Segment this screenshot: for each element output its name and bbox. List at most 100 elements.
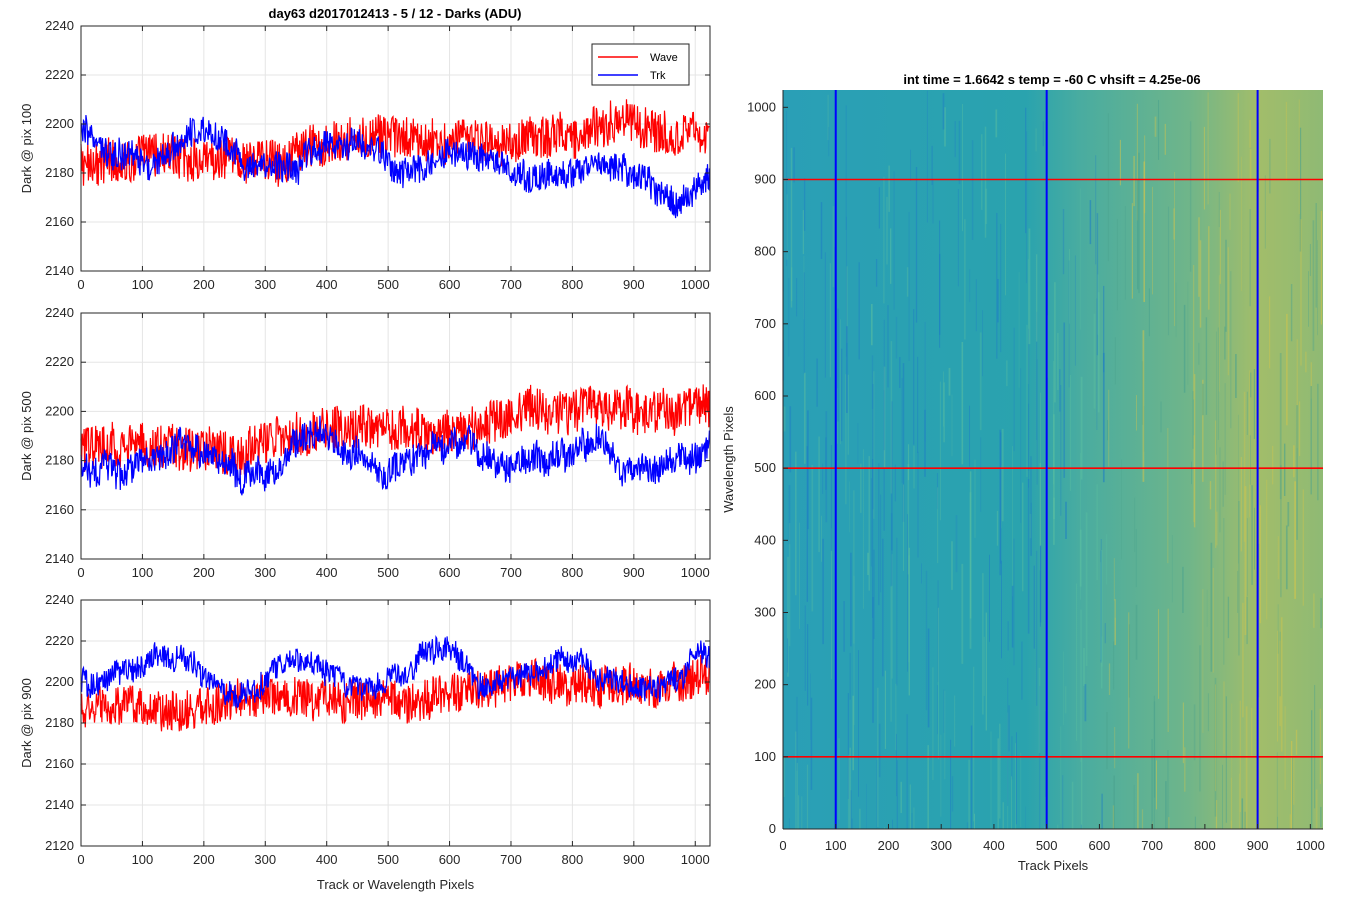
y-axis-label: Dark @ pix 500 (19, 391, 34, 481)
x-tick-label: 400 (983, 838, 1005, 853)
x-tick-label: 600 (439, 565, 461, 580)
x-tick-label: 100 (132, 852, 154, 867)
heatmap-plot: 0 100 200 300 400 500 600 700 800 900 1000 0 100 200 3… (721, 90, 1325, 873)
x-tick-label: 300 (930, 838, 952, 853)
figure-title: day63 d2017012413 - 5 / 12 - Darks (ADU) (269, 6, 522, 21)
series-line-trk (80, 115, 710, 219)
x-tick-label: 500 (377, 852, 399, 867)
x-tick-label: 1000 (681, 852, 710, 867)
y-tick-label: 2120 (45, 838, 74, 853)
y-tick-label: 2140 (45, 797, 74, 812)
x-tick-label: 900 (623, 277, 645, 292)
line-plot-3: 0 100 200 300 400 500 600 700 800 900 1000 2120 2140… (19, 592, 711, 892)
x-tick-label: 500 (377, 277, 399, 292)
x-tick-label: 1000 (681, 565, 710, 580)
x-tick-label: 700 (1141, 838, 1163, 853)
y-tick-label: 500 (754, 460, 776, 475)
x-tick-label: 300 (254, 565, 276, 580)
y-tick-label: 600 (754, 388, 776, 403)
y-tick-label: 2200 (45, 674, 74, 689)
x-tick-label: 400 (316, 852, 338, 867)
x-tick-label: 500 (1036, 838, 1058, 853)
x-tick-label: 0 (77, 852, 84, 867)
y-tick-label: 2160 (45, 502, 74, 517)
y-tick-label: 2240 (45, 18, 74, 33)
x-tick-label: 400 (316, 565, 338, 580)
x-tick-label: 900 (623, 565, 645, 580)
x-tick-label: 100 (132, 565, 154, 580)
y-tick-label: 2200 (45, 403, 74, 418)
axes-frame (80, 312, 711, 560)
heatmap-title: int time = 1.6642 s temp = -60 C vhsift … (903, 72, 1200, 87)
y-tick-label: 2240 (45, 305, 74, 320)
x-tick-label: 1000 (681, 277, 710, 292)
x-tick-label: 300 (254, 277, 276, 292)
x-tick-label: 700 (500, 277, 522, 292)
y-tick-label: 2140 (45, 551, 74, 566)
y-tick-label: 2220 (45, 354, 74, 369)
x-tick-label: 600 (439, 277, 461, 292)
y-tick-label: 2200 (45, 116, 74, 131)
x-tick-label: 0 (779, 838, 786, 853)
heatmap-image (783, 90, 1323, 829)
plots-layer: 0 100 200 300 400 500 600 700 800 900 100021402160… (19, 18, 1325, 892)
legend: Wave Trk (591, 43, 690, 86)
y-tick-label: 2220 (45, 67, 74, 82)
y-tick-label: 400 (754, 532, 776, 547)
x-tick-label: 800 (562, 277, 584, 292)
series-line-wave (80, 99, 710, 187)
line-plot-2: 0 100 200 300 400 500 600 700 800 900 1000 2140 2160… (19, 305, 711, 580)
x-tick-label: 200 (878, 838, 900, 853)
y-tick-label: 700 (754, 316, 776, 331)
y-tick-label: 900 (754, 171, 776, 186)
x-tick-label: 900 (1247, 838, 1269, 853)
axes-frame (80, 25, 711, 272)
x-tick-label: 600 (1089, 838, 1111, 853)
legend-box (591, 43, 690, 86)
heatmap-texture (782, 90, 1322, 829)
y-tick-label: 0 (769, 821, 776, 836)
x-tick-label: 0 (77, 277, 84, 292)
y-tick-label: 2160 (45, 214, 74, 229)
x-tick-label: 700 (500, 565, 522, 580)
x-tick-label: 800 (1194, 838, 1216, 853)
legend-label-trk: Trk (650, 70, 666, 82)
x-tick-label: 0 (77, 565, 84, 580)
x-tick-label: 200 (193, 565, 215, 580)
y-tick-label: 2180 (45, 165, 74, 180)
y-axis-label: Dark @ pix 100 (19, 104, 34, 194)
y-axis-label: Wavelength Pixels (721, 406, 736, 513)
x-tick-label: 100 (132, 277, 154, 292)
y-tick-label: 200 (754, 677, 776, 692)
series-line-trk (80, 634, 710, 709)
x-tick-label: 800 (562, 852, 584, 867)
y-tick-label: 800 (754, 244, 776, 259)
x-tick-label: 200 (193, 852, 215, 867)
x-tick-label: 600 (439, 852, 461, 867)
y-tick-label: 2180 (45, 715, 74, 730)
y-tick-label: 2240 (45, 592, 74, 607)
x-tick-label: 700 (500, 852, 522, 867)
y-tick-label: 1000 (747, 99, 776, 114)
y-tick-label: 2140 (45, 263, 74, 278)
y-tick-label: 2180 (45, 453, 74, 468)
y-tick-label: 2160 (45, 756, 74, 771)
series-line-trk (80, 415, 710, 496)
x-tick-label: 1000 (1296, 838, 1325, 853)
x-axis-label: Track Pixels (1018, 858, 1089, 873)
x-tick-label: 400 (316, 277, 338, 292)
y-axis-label: Dark @ pix 900 (19, 678, 34, 768)
x-tick-label: 200 (193, 277, 215, 292)
x-tick-label: 900 (623, 852, 645, 867)
x-tick-label: 800 (562, 565, 584, 580)
x-tick-label: 500 (377, 565, 399, 580)
y-tick-label: 2220 (45, 633, 74, 648)
x-tick-label: 100 (825, 838, 847, 853)
legend-label-wave: Wave (650, 52, 678, 64)
y-tick-label: 300 (754, 604, 776, 619)
x-tick-label: 300 (254, 852, 276, 867)
y-tick-label: 100 (754, 749, 776, 764)
x-axis-label: Track or Wavelength Pixels (317, 877, 475, 892)
